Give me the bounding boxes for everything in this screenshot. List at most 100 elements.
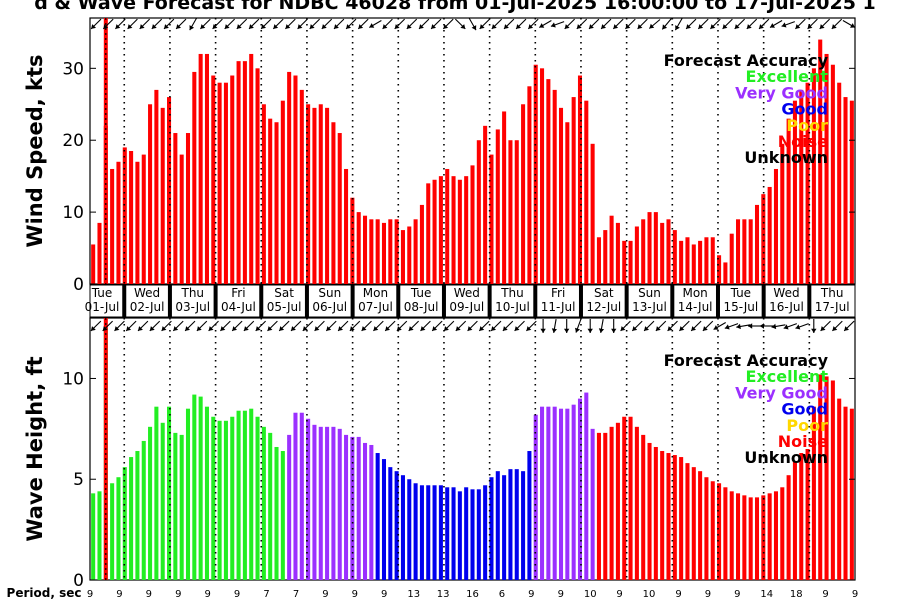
bar <box>129 151 134 284</box>
direction-arrow-head <box>625 24 631 29</box>
direction-arrow-head <box>161 326 167 331</box>
bar <box>527 86 532 284</box>
date-separator <box>807 285 812 317</box>
date-separator <box>761 285 766 317</box>
bar <box>438 176 443 284</box>
bar <box>261 104 266 285</box>
bar <box>230 75 235 284</box>
period-value: 9 <box>381 589 387 600</box>
direction-arrow-head <box>620 326 626 331</box>
bar <box>584 100 589 285</box>
bar <box>350 436 355 580</box>
bar <box>470 165 475 284</box>
bar <box>495 471 500 580</box>
bar <box>280 100 285 285</box>
direction-arrow-head <box>309 24 315 29</box>
direction-arrow-head <box>722 24 728 29</box>
bar <box>780 143 785 284</box>
bar <box>748 219 753 284</box>
direction-arrow-head <box>90 326 96 331</box>
direction-arrow-head <box>832 326 838 331</box>
bar <box>698 471 703 580</box>
legend-title: Forecast Accuracy <box>664 351 829 370</box>
bar <box>381 222 387 284</box>
bar <box>141 154 146 284</box>
bar <box>748 497 753 580</box>
bar <box>293 412 298 580</box>
date-separator <box>304 285 309 317</box>
direction-arrow-head <box>491 24 497 29</box>
direction-arrow-head <box>139 24 145 29</box>
direction-arrow-head <box>748 323 753 329</box>
direction-arrow-head <box>115 24 121 29</box>
bar <box>634 426 639 580</box>
bar <box>375 453 380 580</box>
date-label: 09-Jul <box>449 300 484 314</box>
date-label: 15-Jul <box>723 300 758 314</box>
direction-arrow-head <box>820 326 826 331</box>
direction-arrow-head <box>220 326 226 331</box>
direction-arrow-head <box>467 326 473 331</box>
bar <box>331 426 336 580</box>
bar <box>691 244 696 284</box>
y-tick-label: 20 <box>62 131 84 151</box>
bar <box>325 107 330 284</box>
bar <box>325 426 330 580</box>
direction-arrow-head <box>346 24 351 29</box>
direction-arrow-head <box>432 326 438 331</box>
direction-arrow-head <box>114 326 120 331</box>
direction-arrow-head <box>770 23 775 28</box>
direction-arrow-head <box>431 24 436 29</box>
direction-arrow-head <box>564 328 570 333</box>
bar <box>780 487 785 580</box>
bar <box>736 219 741 284</box>
direction-arrow-head <box>551 328 557 333</box>
direction-arrow-head <box>575 327 580 333</box>
bar <box>167 97 172 284</box>
bar <box>811 406 816 580</box>
date-separator <box>578 285 583 317</box>
direction-arrow-head <box>811 328 817 333</box>
bar <box>211 75 216 284</box>
legend-entry: Good <box>781 100 828 119</box>
direction-arrow-head <box>698 24 704 29</box>
direction-arrow-head <box>297 24 303 29</box>
bar <box>666 453 671 580</box>
direction-arrow-head <box>249 24 254 29</box>
bar <box>622 416 627 580</box>
bar <box>754 497 760 580</box>
bar <box>799 453 804 580</box>
bar <box>274 446 279 580</box>
bar <box>457 179 462 284</box>
bar <box>552 406 557 580</box>
period-value: 9 <box>175 589 181 600</box>
bar <box>527 451 532 580</box>
y-tick-label: 10 <box>62 369 84 389</box>
legend-entry: Noise <box>778 432 828 451</box>
bar <box>786 475 791 580</box>
direction-arrow-head <box>491 326 496 331</box>
direction-arrow-head <box>710 24 716 29</box>
direction-arrow-head <box>444 326 449 331</box>
bar <box>622 240 627 284</box>
bar <box>615 222 620 284</box>
bar <box>672 455 677 580</box>
direction-arrow-head <box>396 326 402 331</box>
direction-arrow-head <box>273 24 279 29</box>
direction-arrow-head <box>149 326 155 331</box>
direction-arrow-head <box>502 326 508 331</box>
direction-arrow-head <box>613 24 619 29</box>
bar <box>590 143 595 284</box>
direction-arrow-head <box>208 326 214 331</box>
period-value: 7 <box>263 589 269 600</box>
bar <box>609 426 614 580</box>
date-label: 06-Jul <box>312 300 347 314</box>
bar <box>704 237 709 284</box>
bar <box>584 392 589 580</box>
bar <box>811 68 816 284</box>
direction-arrow-head <box>267 326 273 331</box>
direction-arrow-head <box>394 24 400 29</box>
legend-entry: Unknown <box>744 448 828 467</box>
direction-arrow-head <box>443 24 449 29</box>
bar <box>242 61 247 284</box>
